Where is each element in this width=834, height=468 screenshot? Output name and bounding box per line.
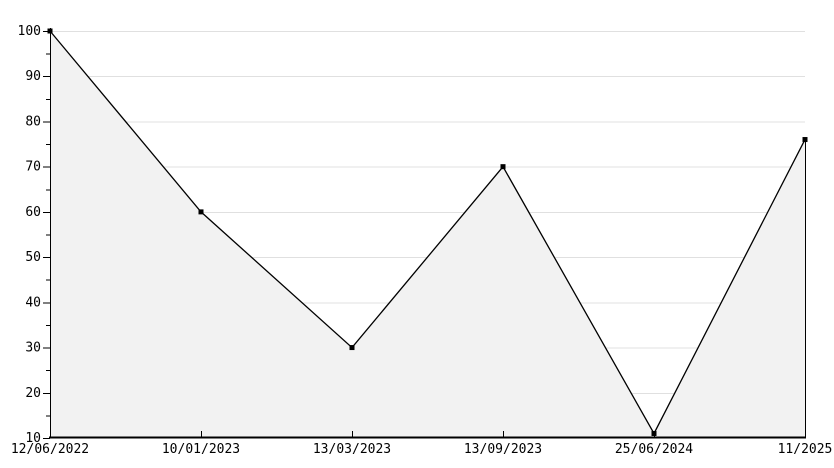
y-axis-tick-label: 80 [25, 114, 41, 129]
x-axis-tick-label: 13/03/2023 [313, 442, 391, 457]
y-axis-tick-label: 20 [25, 386, 41, 401]
chart-area-fill [50, 31, 805, 438]
x-axis-tick-label: 11/2025 [778, 442, 833, 457]
y-axis-tick-label: 40 [25, 295, 41, 310]
data-point-marker [198, 209, 204, 215]
x-axis-tick-label: 10/01/2023 [162, 442, 240, 457]
data-point-marker [500, 164, 506, 170]
y-axis-tick-label: 50 [25, 250, 41, 265]
y-axis-tick-label: 10 [25, 431, 41, 446]
data-point-marker [651, 430, 657, 436]
y-axis-tick-label: 100 [18, 24, 41, 39]
data-point-marker [349, 345, 355, 351]
y-axis-tick-label: 70 [25, 160, 41, 175]
x-axis-tick-label: 12/06/2022 [11, 442, 89, 457]
x-axis-tick-label: 13/09/2023 [464, 442, 542, 457]
y-axis-tick-label: 60 [25, 205, 41, 220]
y-axis-tick-label: 90 [25, 69, 41, 84]
data-point-marker [802, 137, 808, 143]
data-point-marker [47, 28, 53, 34]
x-axis-tick-label: 25/06/2024 [615, 442, 693, 457]
chart-line [49, 30, 806, 435]
y-axis-tick-label: 30 [25, 341, 41, 356]
